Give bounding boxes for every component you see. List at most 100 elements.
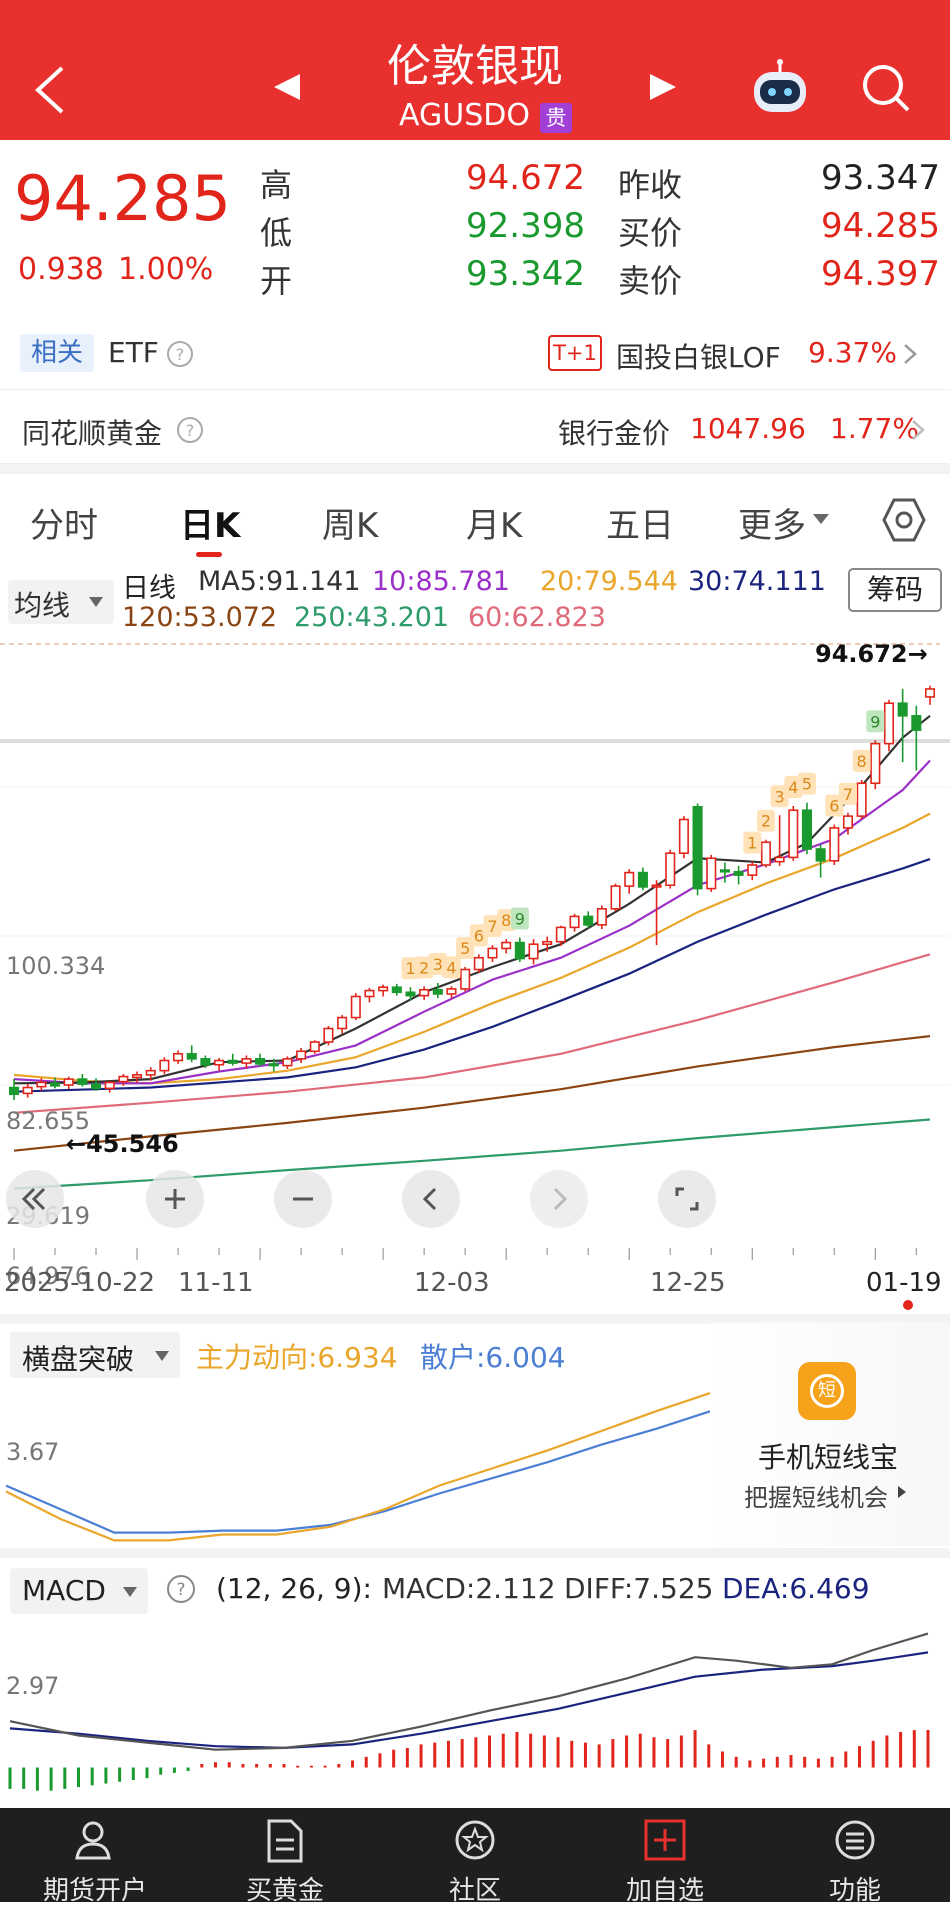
candle-body [309,1041,320,1053]
td-label: 9 [870,712,880,731]
indicator-chart [5,1392,710,1542]
macd-y-label: 2.97 [6,1672,60,1700]
tab-more[interactable]: 更多 [738,506,806,546]
candle-body [665,852,676,887]
indicator-selector[interactable]: 横盘突破 [10,1332,180,1378]
caret-down-icon [123,1587,137,1597]
candle [460,966,471,992]
search-icon[interactable] [858,60,914,116]
scroll-right-button[interactable] [530,1170,588,1228]
help-icon[interactable]: ? [176,416,204,444]
zoom-out-button[interactable] [274,1170,332,1228]
td-badge [497,909,516,932]
chevron-right-icon [553,1187,568,1211]
back-icon[interactable] [30,62,70,118]
candle-body [760,841,771,866]
nav-buy-gold[interactable]: 买黄金 [190,1808,380,1906]
prev-instrument-icon[interactable] [270,70,304,104]
candle [405,987,416,1001]
macd-value: MACD:2.112 [382,1572,556,1605]
candle [186,1045,197,1063]
td-badge [456,936,475,959]
promo-icon: 短 [798,1362,856,1420]
nav-futures-account[interactable]: 期货开户 [0,1808,190,1906]
chip-distribution-button[interactable]: 筹码 [848,568,942,612]
prev-close-label: 昨收 [618,166,683,204]
y-label-2: 82.655 [6,1107,90,1135]
nav-add-watchlist[interactable]: 加自选 [570,1808,760,1906]
gold-row[interactable]: 同花顺黄金 ? 银行金价 1047.96 1.77% [0,390,950,464]
ask-label: 卖价 [618,262,683,300]
tab-intraday[interactable]: 分时 [30,506,98,546]
candle [501,939,512,954]
candle [391,983,402,996]
account-icon [75,1821,111,1860]
candle [77,1074,88,1087]
nav-label: 功能 [828,1876,881,1906]
tab-monthly-k[interactable]: 月K [466,506,523,546]
robot-assistant-icon[interactable] [748,58,812,116]
y-label-top: 100.334 [6,952,106,980]
candle [842,812,854,835]
candle [159,1057,170,1075]
td-badge [838,782,857,805]
td-badge [770,785,789,808]
separator [0,464,950,474]
minus-icon [293,1197,313,1201]
candle-body [651,884,662,888]
candle-body [22,1086,33,1095]
td-label: 2 [419,958,429,977]
period-label: 日线 [122,573,176,604]
next-instrument-icon[interactable] [646,70,680,104]
td-label: 7 [843,785,853,804]
svg-text:?: ? [176,1580,185,1600]
candle-body [528,943,539,960]
candle-body [897,702,908,717]
candle [911,705,922,771]
candle-body [514,941,525,960]
tab-five-day[interactable]: 五日 [606,506,674,546]
document-icon [267,1819,303,1863]
candle-body [200,1058,211,1066]
candle [8,1079,20,1101]
macd-chart [8,1632,930,1791]
bank-gold-price: 1047.96 [690,412,806,445]
nav-functions[interactable]: 功能 [760,1808,950,1906]
rewind-button[interactable] [6,1170,64,1228]
candle-body [432,988,443,995]
promo-card[interactable]: 短 手机短线宝 把握短线机会 [710,1322,950,1546]
candle-body [378,986,389,992]
candle [883,699,895,752]
td-label: 1 [405,959,415,978]
ma-toggle[interactable]: 均线 [8,580,114,624]
candle-body [706,857,717,890]
candle-body [391,986,402,994]
fullscreen-button[interactable] [658,1170,716,1228]
candle [173,1050,184,1064]
scroll-left-button[interactable] [402,1170,460,1228]
candle-body [774,856,785,863]
period-tabs: 分时 日K 周K 月K 五日 更多 [0,472,950,562]
candle-body [692,806,703,890]
y-label-3: 64.976 [6,1262,90,1290]
nav-label: 买黄金 [245,1876,324,1906]
candle [637,867,648,891]
zoom-in-button[interactable] [146,1170,204,1228]
settings-hexagon-icon[interactable] [880,496,928,544]
help-icon[interactable]: ? [166,340,194,368]
candle [651,880,662,946]
candle [118,1074,129,1086]
related-etf-row[interactable]: 相关 ETF ? T+1 国投白银LOF 9.37% [0,318,950,390]
candlesticks [8,685,936,1101]
candle-body [610,885,621,910]
help-icon[interactable]: ? [166,1574,196,1604]
candle [555,925,566,946]
candle [446,986,457,999]
price-change-pct: 1.00% [118,252,214,287]
tab-weekly-k[interactable]: 周K [322,506,379,546]
nav-community[interactable]: 社区 [380,1808,570,1906]
macd-selector[interactable]: MACD [10,1568,148,1614]
tab-daily-k[interactable]: 日K [180,506,241,546]
promo-subtitle: 把握短线机会 [744,1484,888,1512]
